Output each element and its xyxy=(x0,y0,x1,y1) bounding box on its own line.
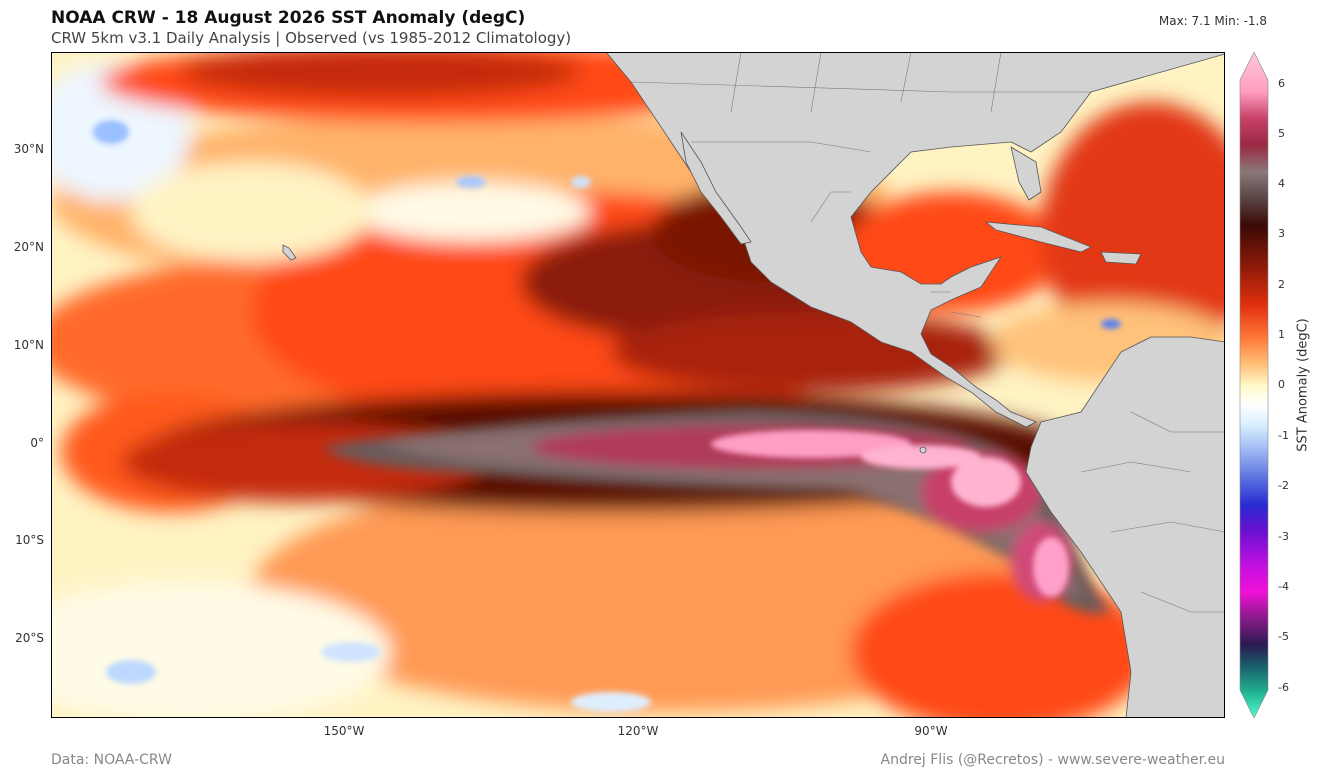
land-florida xyxy=(1010,146,1042,201)
land-galapagos xyxy=(919,446,927,454)
colorbar-tick-minus-6: -6 xyxy=(1278,681,1289,694)
lat-label-20s: 20°S xyxy=(15,631,44,645)
author-credit: Andrej Flis (@Recretos) - www.severe-wea… xyxy=(880,752,1225,768)
page-title: NOAA CRW - 18 August 2026 SST Anomaly (d… xyxy=(51,8,526,28)
sst-anomaly-map[interactable] xyxy=(51,52,1225,718)
lat-label-equator: 0° xyxy=(30,436,44,450)
south-america-borders xyxy=(1080,411,1225,613)
land-hispaniola xyxy=(1100,251,1142,265)
colorbar-tick-minus-5: -5 xyxy=(1278,630,1289,643)
colorbar-tick-2: 2 xyxy=(1278,278,1285,291)
colorbar-tick-minus-3: -3 xyxy=(1278,530,1289,543)
land-north-america xyxy=(605,52,1225,428)
colorbar-tick-minus-2: -2 xyxy=(1278,479,1289,492)
lon-label-90w: 90°W xyxy=(914,724,948,738)
lat-label-20n: 20°N xyxy=(13,240,44,254)
map-frame xyxy=(51,52,1225,718)
colorbar-tick-5: 5 xyxy=(1278,127,1285,140)
lon-label-120w: 120°W xyxy=(617,724,659,738)
data-source-credit: Data: NOAA-CRW xyxy=(51,752,172,768)
colorbar-tick-0: 0 xyxy=(1278,378,1285,391)
colorbar-tick-6: 6 xyxy=(1278,77,1285,90)
colorbar xyxy=(1239,52,1269,718)
colorbar-title: SST Anomaly (degC) xyxy=(1295,318,1311,452)
lat-label-30n: 30°N xyxy=(13,142,44,156)
colorbar-tick-1: 1 xyxy=(1278,328,1285,341)
colorbar-tick-3: 3 xyxy=(1278,227,1285,240)
lon-label-150w: 150°W xyxy=(323,724,365,738)
max-min-stats: Max: 7.1 Min: -1.8 xyxy=(1158,14,1267,28)
cold-anomaly-patches xyxy=(93,120,1121,712)
colorbar-tick-minus-1: -1 xyxy=(1278,429,1289,442)
colorbar-tick-minus-4: -4 xyxy=(1278,580,1289,593)
land-baja xyxy=(680,131,752,245)
colorbar-bar xyxy=(1239,52,1269,718)
colorbar-tick-4: 4 xyxy=(1278,177,1285,190)
country-borders xyxy=(630,52,1091,318)
lat-label-10s: 10°S xyxy=(15,533,44,547)
land-hawaii xyxy=(282,244,297,261)
page-subtitle: CRW 5km v3.1 Daily Analysis | Observed (… xyxy=(51,29,572,47)
anomaly-field-peak xyxy=(711,430,1069,597)
lat-label-10n: 10°N xyxy=(13,338,44,352)
land-cuba xyxy=(984,221,1092,253)
